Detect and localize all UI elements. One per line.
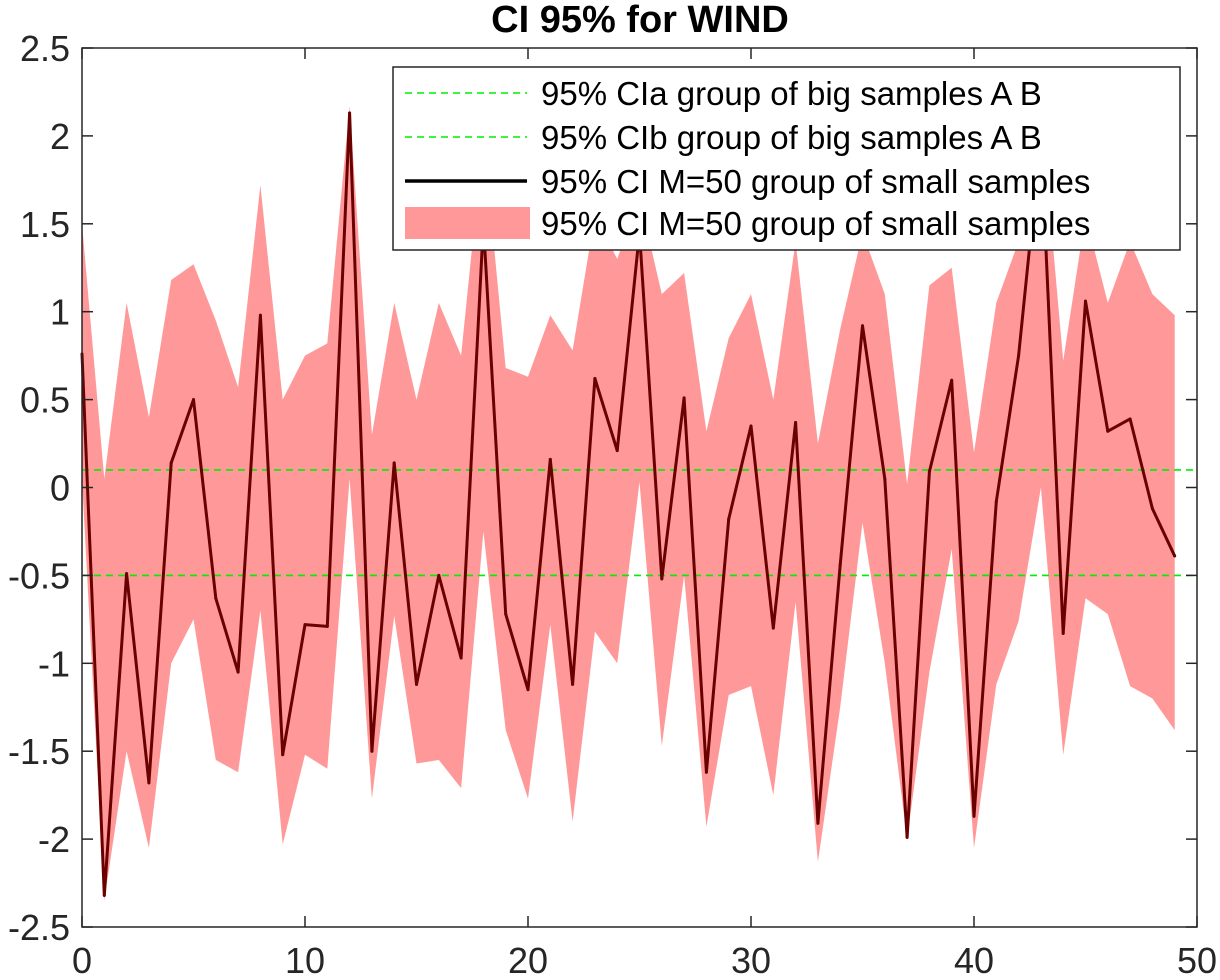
data-point <box>905 835 909 839</box>
y-tick-label: -0.5 <box>8 555 70 596</box>
mean-line-small-samples <box>80 111 1177 897</box>
data-point <box>950 378 954 382</box>
data-point <box>147 781 151 785</box>
x-tick-label: 40 <box>954 940 994 980</box>
data-point <box>883 477 887 481</box>
legend-label: 95% CI M=50 group of small samples <box>541 205 1090 242</box>
y-tick-label: 0.5 <box>20 380 70 421</box>
data-point <box>771 626 775 630</box>
data-point <box>749 424 753 428</box>
y-tick-label: 1 <box>50 292 70 333</box>
y-tick-label: 0 <box>50 468 70 509</box>
x-tick-label: 10 <box>285 940 325 980</box>
data-point <box>1173 554 1177 558</box>
data-point <box>192 398 195 402</box>
legend: 95% CIa group of big samples A B 95% CIb … <box>392 66 1181 251</box>
data-point <box>838 563 842 567</box>
data-point <box>281 753 285 757</box>
legend-label: 95% CI M=50 group of small samples <box>541 163 1090 200</box>
data-point <box>994 500 998 504</box>
data-point <box>861 324 864 328</box>
data-point <box>571 682 575 686</box>
y-tick-label: -1.5 <box>8 731 70 772</box>
data-point <box>258 313 262 317</box>
legend-label: 95% CIa group of big samples A B <box>541 75 1042 112</box>
data-point <box>236 670 240 674</box>
data-point <box>504 612 508 616</box>
data-point <box>325 624 329 628</box>
axes: 2.521.510.50-0.5-1-1.5-2-2.50 10 20 30 40 50 <box>8 28 1217 980</box>
y-tick-label: -2.5 <box>8 907 70 948</box>
y-tick-label: -1 <box>38 643 70 684</box>
data-point <box>1106 429 1110 433</box>
legend-label: 95% CIb group of big samples A B <box>541 119 1042 156</box>
data-point <box>1150 507 1154 511</box>
x-tick-label: 50 <box>1177 940 1217 980</box>
y-tick-label: 1.5 <box>20 204 70 245</box>
data-point <box>102 893 106 897</box>
data-point <box>437 573 441 577</box>
data-point <box>682 396 686 400</box>
data-point <box>415 682 418 686</box>
data-point <box>392 461 396 465</box>
data-point <box>169 461 173 465</box>
legend-swatch-band <box>405 207 530 239</box>
x-tick-label: 20 <box>508 940 548 980</box>
data-point <box>816 821 820 825</box>
y-tick-label: 2.5 <box>20 28 70 69</box>
data-point <box>459 656 463 660</box>
data-point <box>794 420 798 424</box>
x-tick-label: 0 <box>72 940 92 980</box>
x-tick-label: 30 <box>731 940 771 980</box>
data-point <box>1061 631 1065 635</box>
data-point <box>370 749 374 753</box>
data-point <box>660 577 664 581</box>
y-tick-label: -2 <box>38 819 70 860</box>
data-point <box>615 449 619 453</box>
data-point <box>548 457 552 461</box>
data-point <box>972 814 976 818</box>
data-point <box>214 596 218 600</box>
data-point <box>303 623 307 627</box>
plot-area <box>80 106 1197 901</box>
data-point <box>1084 299 1087 303</box>
data-point <box>348 111 352 115</box>
chart-title: CI 95% for WIND <box>491 0 789 41</box>
data-point <box>1017 354 1021 358</box>
data-point <box>927 470 931 474</box>
data-point <box>593 377 597 381</box>
data-point <box>125 572 129 576</box>
data-point <box>526 688 530 692</box>
data-point <box>1128 417 1132 421</box>
data-point <box>727 517 731 521</box>
y-tick-label: 2 <box>50 116 70 157</box>
data-point <box>704 770 708 774</box>
